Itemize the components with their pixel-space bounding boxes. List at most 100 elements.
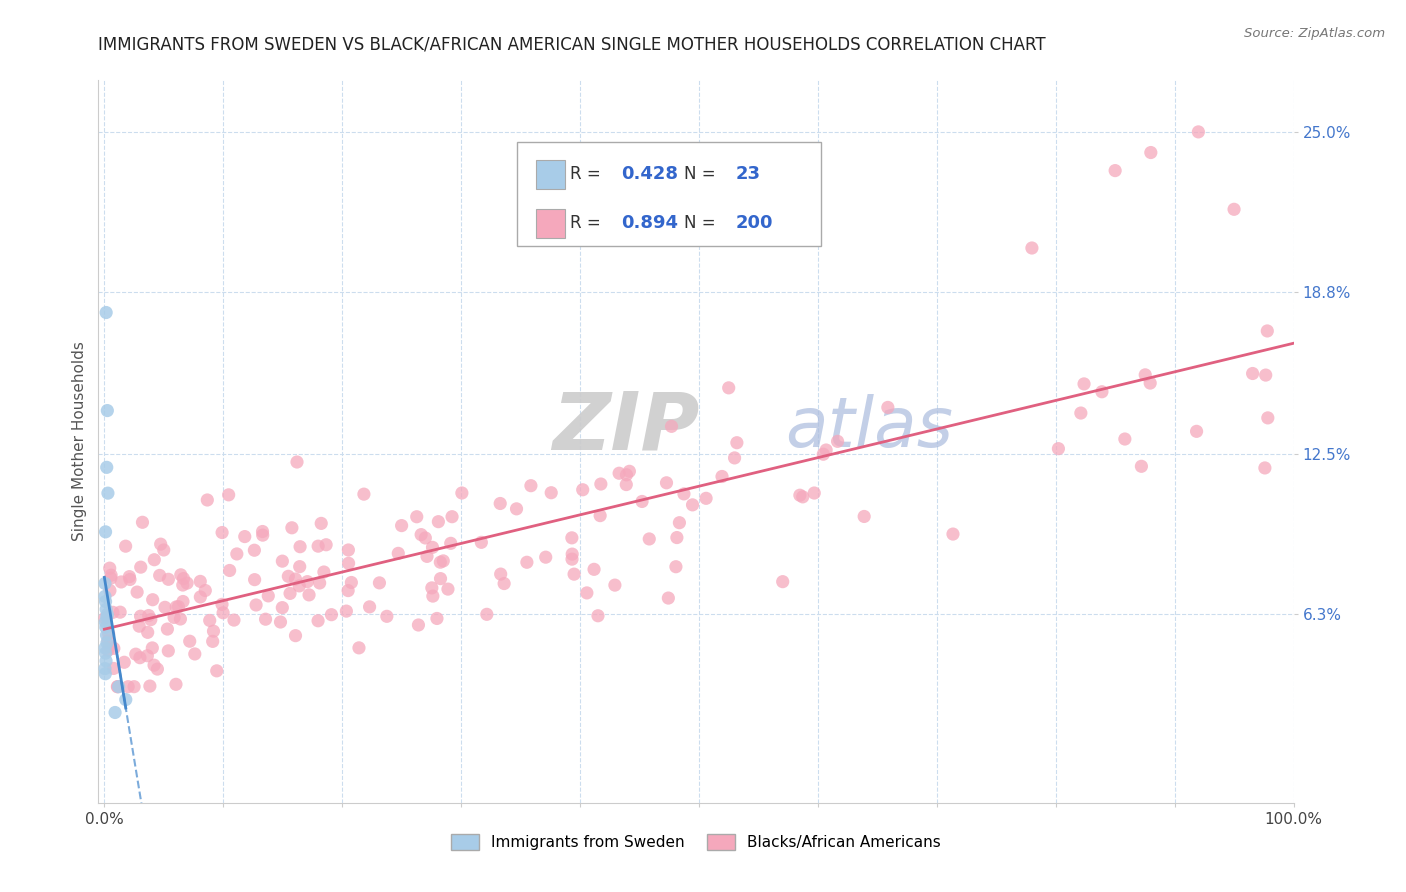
Point [139,613,162,627]
Point [194,583,217,598]
Point [494,576,516,591]
Point [942,527,965,541]
Text: 200: 200 [735,214,773,232]
Point [112,655,135,669]
Point [201,634,224,648]
Point [1091,384,1114,399]
Point [516,555,538,569]
Point [163,610,186,624]
Point [725,435,748,450]
Point [359,599,381,614]
Point [437,582,460,596]
Point [107,680,129,694]
Point [157,644,180,658]
Point [172,594,194,608]
Point [340,575,363,590]
Text: Source: ZipAtlas.com: Source: ZipAtlas.com [1244,27,1385,40]
Point [128,619,150,633]
Point [1140,145,1163,160]
Point [152,543,174,558]
Point [165,677,187,691]
Point [94,640,117,655]
Point [103,641,125,656]
Point [136,625,159,640]
Point [129,560,152,574]
Point [520,479,543,493]
Point [143,658,166,673]
Point [655,475,678,490]
Point [1185,425,1208,439]
Point [575,586,598,600]
Point [1021,241,1043,255]
Point [243,543,266,558]
Point [368,575,391,590]
Point [205,664,228,678]
Point [146,662,169,676]
Point [312,565,335,579]
Point [619,464,641,478]
Point [589,477,612,491]
Point [1139,376,1161,390]
Point [426,611,449,625]
Point [117,680,139,694]
Point [562,567,585,582]
Point [853,509,876,524]
Point [179,634,201,648]
Point [129,609,152,624]
Point [408,618,430,632]
FancyBboxPatch shape [536,161,565,189]
Text: 0.894: 0.894 [620,214,678,232]
Point [100,568,122,582]
Point [269,615,291,629]
Point [97,486,120,500]
Point [1114,432,1136,446]
Point [1047,442,1070,456]
Point [118,573,141,587]
Point [136,648,159,663]
Point [157,572,180,586]
FancyBboxPatch shape [536,209,565,238]
Point [122,680,145,694]
Point [815,443,838,458]
Point [387,546,409,560]
Point [440,536,463,550]
Point [172,578,194,592]
Point [176,576,198,591]
Point [309,516,332,531]
Text: 23: 23 [735,165,761,183]
Point [695,491,717,506]
Point [211,525,233,540]
Point [97,643,120,657]
Point [131,516,153,530]
Point [94,590,117,604]
Point [105,680,128,694]
Point [169,612,191,626]
Point [96,610,118,624]
Point [96,636,118,650]
Point [1187,125,1209,139]
Point [94,646,117,660]
Point [198,614,221,628]
Point [429,555,451,569]
Point [257,589,280,603]
Point [156,622,179,636]
Point [254,612,277,626]
Point [218,488,240,502]
Point [103,661,125,675]
Point [353,487,375,501]
Point [415,531,437,545]
Point [1135,368,1157,382]
Point [422,589,444,603]
Point [307,539,329,553]
Point [657,591,679,605]
Point [1254,461,1277,475]
Point [298,588,321,602]
Point [308,576,330,591]
Point [607,467,630,481]
Text: R =: R = [571,165,606,183]
Point [717,381,740,395]
Point [827,434,849,449]
Point [429,572,451,586]
Point [1254,368,1277,382]
Point [107,680,129,694]
